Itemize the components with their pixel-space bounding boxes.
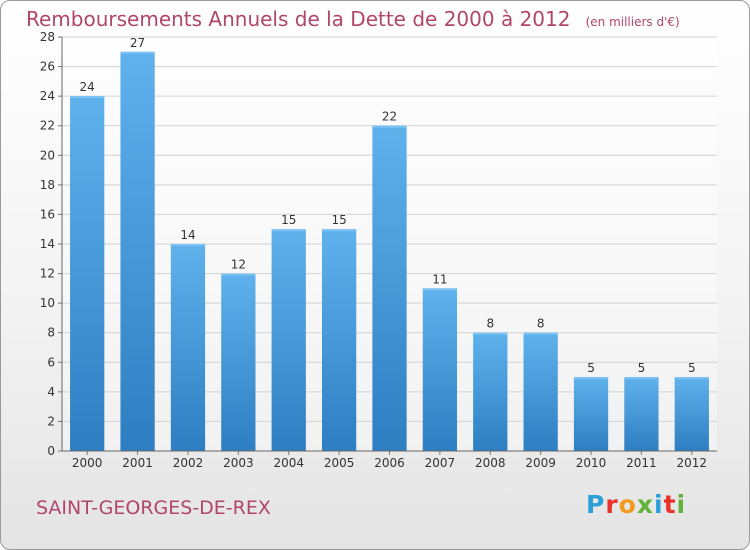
- data-label: 11: [432, 272, 447, 286]
- logo-letter: i: [654, 490, 664, 519]
- chart-title: Remboursements Annuels de la Dette de 20…: [26, 7, 571, 31]
- y-tick-label: 26: [40, 60, 55, 74]
- x-tick-label: 2005: [324, 456, 355, 470]
- bar-top-highlight: [372, 125, 407, 128]
- logo-letter: P: [586, 490, 606, 519]
- bar: [372, 125, 407, 451]
- x-tick-label: 2003: [223, 456, 254, 470]
- bar-top-highlight: [473, 332, 508, 335]
- data-label: 15: [331, 213, 346, 227]
- bar-top-highlight: [674, 377, 709, 380]
- bar: [271, 229, 306, 451]
- x-tick-label: 2009: [525, 456, 556, 470]
- y-tick-label: 28: [40, 30, 55, 44]
- x-tick-label: 2008: [475, 456, 506, 470]
- logo-letter: o: [618, 490, 637, 519]
- y-tick-label: 12: [40, 267, 55, 281]
- data-label: 5: [688, 361, 696, 375]
- y-tick-label: 0: [47, 444, 55, 458]
- data-label: 5: [587, 361, 595, 375]
- town-name: SAINT-GEORGES-DE-REX: [36, 497, 271, 519]
- bar-top-highlight: [624, 377, 659, 380]
- bar-top-highlight: [271, 229, 306, 232]
- logo-letter: x: [636, 490, 654, 519]
- y-tick-label: 8: [47, 326, 55, 340]
- y-tick-label: 24: [40, 89, 55, 103]
- x-tick-label: 2002: [173, 456, 204, 470]
- y-tick-label: 22: [40, 119, 55, 133]
- bar: [573, 377, 609, 451]
- x-tick-label: 2001: [122, 456, 153, 470]
- data-label: 24: [80, 80, 95, 94]
- bar: [221, 273, 256, 451]
- x-tick-label: 2000: [72, 456, 103, 470]
- x-tick-label: 2004: [273, 456, 304, 470]
- x-tick-label: 2007: [425, 456, 456, 470]
- data-label: 15: [281, 213, 296, 227]
- x-tick-label: 2012: [677, 456, 708, 470]
- y-tick-label: 18: [40, 178, 55, 192]
- bar: [120, 51, 155, 452]
- bar: [422, 288, 458, 451]
- x-tick-label: 2011: [626, 456, 657, 470]
- data-label: 8: [537, 317, 545, 331]
- y-tick-label: 14: [40, 237, 55, 251]
- y-tick-label: 6: [47, 355, 55, 369]
- x-tick-label: 2006: [374, 456, 405, 470]
- data-label: 12: [231, 258, 246, 272]
- bar: [170, 244, 206, 451]
- bar: [473, 332, 508, 451]
- logo-letter: r: [605, 490, 619, 519]
- y-tick-label: 4: [47, 385, 55, 399]
- bar: [674, 377, 709, 451]
- data-label: 14: [180, 228, 195, 242]
- bar-top-highlight: [70, 96, 105, 99]
- bar: [624, 377, 659, 451]
- logo-letter: t: [663, 490, 677, 519]
- data-label: 5: [638, 361, 646, 375]
- bar-top-highlight: [221, 273, 256, 276]
- bar-top-highlight: [170, 244, 206, 246]
- chart-title-block: Remboursements Annuels de la Dette de 20…: [26, 7, 680, 31]
- y-tick-label: 16: [40, 207, 55, 221]
- data-label: 8: [486, 317, 494, 331]
- data-label: 27: [130, 36, 145, 50]
- unit-note: (en milliers d'€): [585, 15, 680, 29]
- bar-top-highlight: [321, 229, 357, 232]
- data-label: 22: [382, 110, 397, 124]
- bar-top-highlight: [120, 51, 155, 54]
- bar-top-highlight: [422, 288, 458, 291]
- proxiti-logo: Proxiti: [586, 490, 686, 519]
- bar: [70, 96, 105, 452]
- y-tick-label: 20: [40, 148, 55, 162]
- bar: [321, 229, 357, 451]
- bar: [523, 332, 558, 451]
- x-tick-label: 2010: [576, 456, 607, 470]
- bar-top-highlight: [573, 377, 609, 380]
- bar-top-highlight: [523, 332, 558, 335]
- y-tick-label: 10: [40, 296, 55, 310]
- y-tick-label: 2: [47, 414, 55, 428]
- logo-letter: i: [676, 490, 687, 519]
